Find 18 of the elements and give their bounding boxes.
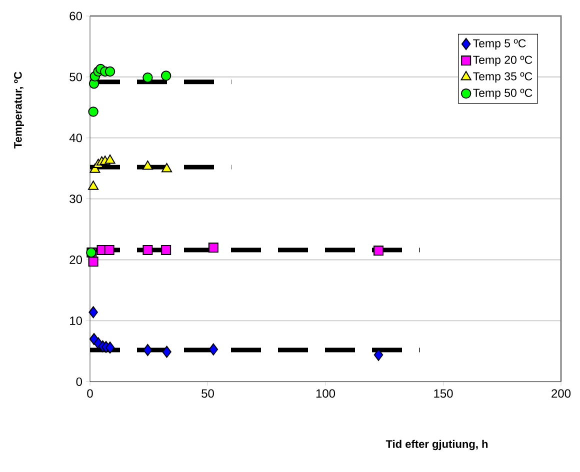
x-tick-label: 0 — [87, 389, 93, 398]
y-tick-label: 10 — [70, 316, 82, 326]
legend-label: Temp 50 ºC — [473, 88, 532, 100]
y-axis-title: Temperatur, ºC — [14, 72, 24, 148]
legend-label: Temp 20 ºC — [473, 56, 532, 66]
y-tick-label: 50 — [70, 72, 82, 82]
y-tick-label: 0 — [76, 377, 82, 386]
x-axis-title: Tid efter gjutiung, h — [386, 440, 488, 450]
x-tick-label: 50 — [202, 389, 214, 398]
legend-label: Temp 35 ºC — [473, 72, 532, 83]
y-tick-label: 30 — [70, 194, 82, 204]
y-tick-label: 60 — [70, 12, 82, 20]
x-tick-label: 150 — [434, 389, 453, 398]
y-tick-label: 40 — [69, 134, 82, 142]
x-tick-label: 100 — [316, 389, 336, 398]
x-tick-label: 200 — [552, 389, 571, 398]
legend-label: Temp 5 ºC — [473, 39, 526, 50]
y-tick-label: 20 — [70, 256, 82, 264]
